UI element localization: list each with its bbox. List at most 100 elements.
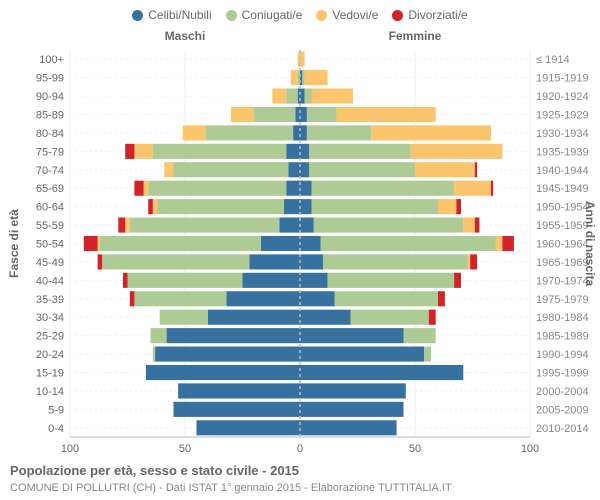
- svg-text:1935-1939: 1935-1939: [536, 146, 589, 158]
- bar-male: [164, 162, 173, 177]
- bar-female: [463, 218, 475, 233]
- bar-female: [309, 162, 415, 177]
- svg-text:30-34: 30-34: [36, 312, 64, 324]
- bar-female: [307, 125, 371, 140]
- svg-text:1930-1934: 1930-1934: [536, 128, 589, 140]
- bar-female: [300, 402, 404, 417]
- bar-male: [98, 236, 100, 251]
- svg-text:85-89: 85-89: [36, 110, 64, 122]
- bar-female: [300, 125, 307, 140]
- bar-male: [144, 181, 149, 196]
- svg-text:Fasce di età: Fasce di età: [7, 209, 21, 278]
- legend-label: Vedovi/e: [332, 8, 378, 22]
- svg-text:0: 0: [297, 443, 303, 455]
- bar-male: [160, 310, 208, 325]
- legend-label: Coniugati/e: [242, 8, 303, 22]
- svg-text:2000-2004: 2000-2004: [536, 386, 589, 398]
- svg-text:1995-1999: 1995-1999: [536, 368, 589, 380]
- bar-female: [328, 273, 455, 288]
- svg-text:1975-1979: 1975-1979: [536, 294, 589, 306]
- bar-male: [174, 162, 289, 177]
- bar-male: [151, 328, 167, 343]
- svg-text:1915-1919: 1915-1919: [536, 73, 589, 85]
- bar-female: [454, 181, 491, 196]
- swatch-celibi: [132, 10, 143, 21]
- bar-female: [300, 383, 406, 398]
- legend-item: Celibi/Nubili: [132, 8, 211, 22]
- bar-female: [300, 199, 312, 214]
- bar-male: [153, 199, 158, 214]
- bar-female: [475, 162, 477, 177]
- bar-male: [125, 218, 130, 233]
- svg-text:1985-1989: 1985-1989: [536, 331, 589, 343]
- svg-text:2005-2009: 2005-2009: [536, 404, 589, 416]
- bar-female: [468, 254, 470, 269]
- svg-text:100: 100: [521, 443, 539, 455]
- svg-text:1960-1964: 1960-1964: [536, 239, 589, 251]
- svg-text:100+: 100+: [39, 54, 64, 66]
- title: Popolazione per età, sesso e stato civil…: [10, 463, 299, 478]
- bar-male: [286, 89, 298, 104]
- svg-text:≤ 1914: ≤ 1914: [536, 54, 570, 66]
- svg-text:65-69: 65-69: [36, 183, 64, 195]
- legend-label: Divorziati/e: [408, 8, 467, 22]
- svg-text:Maschi: Maschi: [165, 29, 206, 43]
- svg-text:Femmine: Femmine: [389, 29, 442, 43]
- bar-female: [502, 236, 514, 251]
- bar-female: [371, 125, 491, 140]
- bar-male: [134, 144, 152, 159]
- bar-female: [305, 89, 312, 104]
- svg-text:1970-1974: 1970-1974: [536, 275, 589, 287]
- population-pyramid: MaschiFemmine100+≤ 191495-991915-191990-…: [0, 22, 600, 494]
- bar-male: [100, 236, 261, 251]
- svg-text:1980-1984: 1980-1984: [536, 312, 589, 324]
- bar-male: [197, 420, 301, 435]
- svg-text:5-9: 5-9: [48, 404, 64, 416]
- bar-male: [157, 199, 284, 214]
- svg-text:Anni di nascita: Anni di nascita: [583, 201, 597, 287]
- bar-female: [314, 218, 464, 233]
- bar-female: [337, 107, 436, 122]
- svg-text:90-94: 90-94: [36, 91, 64, 103]
- svg-text:1965-1969: 1965-1969: [536, 257, 589, 269]
- bar-female: [300, 181, 312, 196]
- svg-text:80-84: 80-84: [36, 128, 64, 140]
- swatch-coniugati: [226, 10, 237, 21]
- bar-female: [456, 199, 461, 214]
- bar-female: [410, 144, 502, 159]
- bar-female: [496, 236, 503, 251]
- bar-male: [153, 347, 155, 362]
- swatch-divorziati: [392, 10, 403, 21]
- bar-male: [261, 236, 300, 251]
- bar-male: [134, 291, 226, 306]
- svg-text:1925-1929: 1925-1929: [536, 110, 589, 122]
- svg-text:35-39: 35-39: [36, 294, 64, 306]
- bar-male: [125, 144, 134, 159]
- bar-male: [286, 144, 300, 159]
- bar-male: [148, 199, 153, 214]
- svg-text:1955-1959: 1955-1959: [536, 220, 589, 232]
- bar-female: [335, 291, 439, 306]
- bar-female: [305, 70, 328, 85]
- bar-female: [312, 199, 439, 214]
- svg-text:1940-1944: 1940-1944: [536, 165, 589, 177]
- subtitle: COMUNE DI POLLUTRI (CH) - Dati ISTAT 1° …: [10, 482, 452, 494]
- bar-male: [123, 273, 128, 288]
- bar-female: [300, 218, 314, 233]
- bar-male: [231, 107, 254, 122]
- bar-female: [300, 162, 309, 177]
- bar-male: [286, 181, 300, 196]
- bar-female: [438, 291, 445, 306]
- legend-item: Coniugati/e: [226, 8, 303, 22]
- svg-text:75-79: 75-79: [36, 146, 64, 158]
- svg-text:1945-1949: 1945-1949: [536, 183, 589, 195]
- svg-text:15-19: 15-19: [36, 368, 64, 380]
- bar-male: [298, 89, 300, 104]
- bar-female: [307, 107, 337, 122]
- bar-male: [226, 291, 300, 306]
- svg-text:10-14: 10-14: [36, 386, 64, 398]
- bar-male: [102, 254, 249, 269]
- bar-female: [309, 144, 410, 159]
- svg-text:1950-1954: 1950-1954: [536, 202, 589, 214]
- bar-male: [272, 89, 286, 104]
